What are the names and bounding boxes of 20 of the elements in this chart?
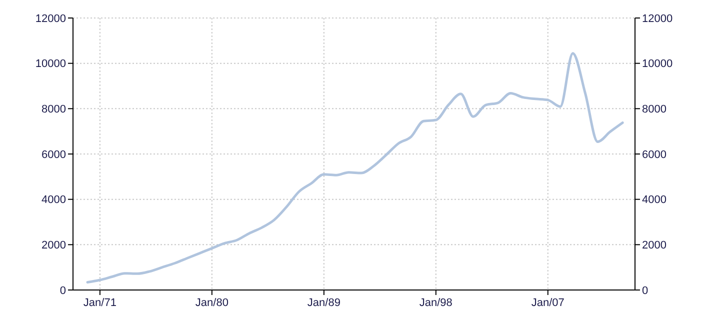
y-tick-label: 0 — [60, 284, 66, 297]
x-tick-label: Jan/89 — [307, 297, 340, 309]
y-tick-label: 10000 — [35, 58, 66, 70]
y2-tick-label: 2000 — [642, 240, 666, 252]
x-tick-label: Jan/07 — [531, 297, 564, 309]
y-tick-label: 12000 — [35, 12, 66, 25]
x-tick-label: Jan/71 — [83, 297, 116, 309]
y-tick-label: 2000 — [42, 240, 66, 252]
line-series — [86, 52, 624, 284]
y2-tick-label: 0 — [642, 284, 648, 297]
y-tick-label: 6000 — [42, 148, 66, 161]
y2-tick-label: 6000 — [642, 148, 666, 161]
x-tick-label: Jan/98 — [419, 297, 452, 309]
y-tick-label: 8000 — [42, 104, 66, 116]
y2-tick-label: 10000 — [642, 58, 673, 70]
y2-tick-label: 12000 — [642, 12, 673, 25]
x-tick-label: Jan/80 — [195, 297, 228, 309]
y2-tick-label: 8000 — [642, 104, 666, 116]
y2-tick-label: 4000 — [642, 194, 666, 206]
y-tick-label: 4000 — [42, 194, 66, 206]
